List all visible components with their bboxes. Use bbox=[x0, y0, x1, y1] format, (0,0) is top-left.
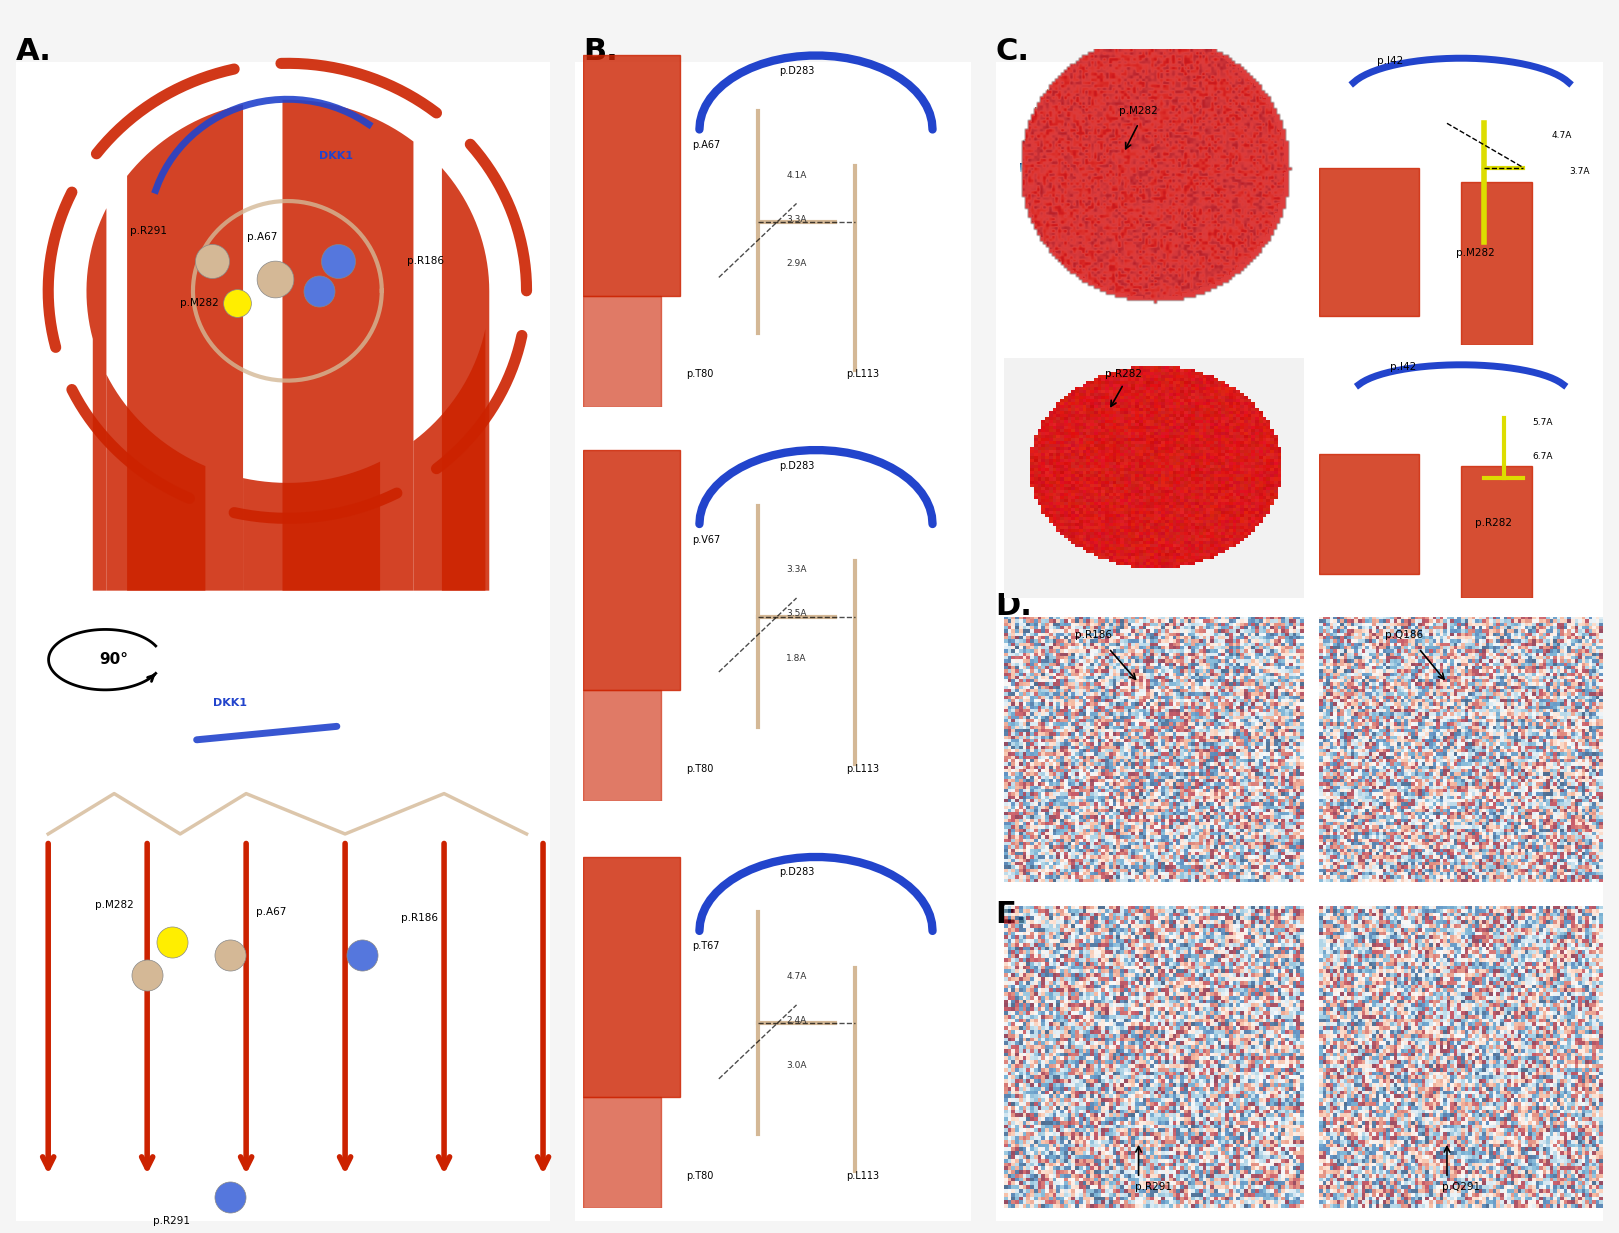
Text: p.I42: p.I42 bbox=[1378, 57, 1404, 67]
Text: E.: E. bbox=[996, 900, 1028, 930]
Text: p.R186: p.R186 bbox=[408, 256, 444, 266]
Point bbox=[199, 252, 225, 271]
Text: 3.3A: 3.3A bbox=[787, 565, 806, 575]
Text: B.: B. bbox=[583, 37, 617, 67]
Text: 3.5A: 3.5A bbox=[787, 609, 806, 619]
Polygon shape bbox=[583, 1097, 661, 1208]
Text: p.R282: p.R282 bbox=[1475, 518, 1512, 528]
Point bbox=[262, 269, 288, 289]
Polygon shape bbox=[583, 55, 680, 296]
Text: p.V67: p.V67 bbox=[691, 535, 720, 545]
Text: 90°: 90° bbox=[99, 652, 128, 667]
Text: p.M282: p.M282 bbox=[96, 900, 133, 910]
Polygon shape bbox=[1460, 182, 1532, 345]
Text: p.R186: p.R186 bbox=[402, 914, 437, 924]
Text: p.L113: p.L113 bbox=[847, 370, 879, 380]
Text: p.R291: p.R291 bbox=[154, 1216, 191, 1226]
Polygon shape bbox=[583, 450, 680, 690]
Text: 5.7A: 5.7A bbox=[1532, 418, 1553, 427]
Text: p.T80: p.T80 bbox=[686, 764, 712, 774]
Point bbox=[306, 281, 332, 301]
Polygon shape bbox=[1319, 168, 1418, 316]
Polygon shape bbox=[1319, 454, 1418, 575]
Polygon shape bbox=[583, 690, 661, 801]
Text: 3.0A: 3.0A bbox=[787, 1060, 806, 1070]
Text: p.T80: p.T80 bbox=[686, 370, 712, 380]
Point bbox=[348, 946, 374, 965]
Text: DKK1: DKK1 bbox=[214, 698, 248, 708]
Text: p.D283: p.D283 bbox=[779, 868, 814, 878]
Text: p.Q291: p.Q291 bbox=[1443, 1182, 1480, 1192]
Text: p.R282: p.R282 bbox=[1106, 369, 1141, 379]
Text: p.I42: p.I42 bbox=[1391, 361, 1417, 371]
Text: p.M282: p.M282 bbox=[180, 298, 219, 308]
Text: 1.8A: 1.8A bbox=[787, 653, 806, 663]
Text: p.M282: p.M282 bbox=[1119, 106, 1158, 116]
Text: p.T67: p.T67 bbox=[691, 942, 719, 952]
Point bbox=[325, 252, 351, 271]
Text: 4.7A: 4.7A bbox=[787, 972, 806, 981]
Text: 2.4A: 2.4A bbox=[787, 1016, 806, 1026]
Point bbox=[134, 965, 160, 985]
FancyBboxPatch shape bbox=[575, 62, 971, 1221]
Text: 2.9A: 2.9A bbox=[787, 259, 806, 269]
Polygon shape bbox=[583, 857, 680, 1097]
Text: p.M282: p.M282 bbox=[1455, 249, 1494, 259]
Text: A.: A. bbox=[16, 37, 52, 67]
Text: p.L113: p.L113 bbox=[847, 764, 879, 774]
Text: 3.3A: 3.3A bbox=[787, 215, 806, 224]
Text: p.Q186: p.Q186 bbox=[1386, 630, 1423, 640]
Text: p.R186: p.R186 bbox=[1075, 630, 1112, 640]
FancyBboxPatch shape bbox=[996, 62, 1603, 1221]
Point bbox=[159, 932, 185, 952]
Text: p.A67: p.A67 bbox=[248, 232, 277, 242]
Text: 4.7A: 4.7A bbox=[1551, 131, 1572, 141]
Text: DKK1: DKK1 bbox=[319, 152, 353, 162]
Text: p.R291: p.R291 bbox=[1135, 1182, 1172, 1192]
Point bbox=[217, 1187, 243, 1207]
Text: p.A67: p.A67 bbox=[256, 906, 287, 916]
Text: p.D283: p.D283 bbox=[779, 461, 814, 471]
Text: 4.1A: 4.1A bbox=[787, 170, 806, 180]
Text: 3.7A: 3.7A bbox=[1569, 166, 1590, 175]
Text: p.T80: p.T80 bbox=[686, 1171, 712, 1181]
Text: C.: C. bbox=[996, 37, 1030, 67]
Polygon shape bbox=[1460, 466, 1532, 598]
FancyBboxPatch shape bbox=[16, 62, 550, 1221]
Text: p.L113: p.L113 bbox=[847, 1171, 879, 1181]
Text: 6.7A: 6.7A bbox=[1532, 451, 1553, 461]
Point bbox=[223, 293, 249, 313]
Point bbox=[217, 946, 243, 965]
Text: D.: D. bbox=[996, 592, 1033, 621]
Text: p.R291: p.R291 bbox=[131, 226, 167, 236]
Text: p.A67: p.A67 bbox=[691, 141, 720, 150]
Polygon shape bbox=[583, 296, 661, 407]
Text: p.D283: p.D283 bbox=[779, 67, 814, 76]
